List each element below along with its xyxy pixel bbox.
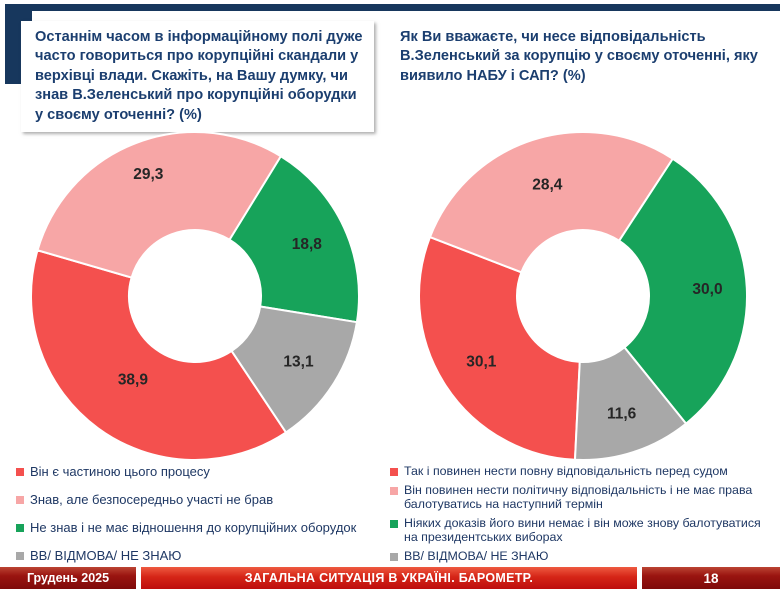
slice-value-label: 18,8 (292, 236, 323, 253)
footer-title: ЗАГАЛЬНА СИТУАЦІЯ В УКРАЇНІ. БАРОМЕТР. (141, 567, 637, 589)
legend-label: Ніяких доказів його вини немає і він мож… (404, 515, 761, 545)
slice-value-label: 11,6 (607, 406, 637, 423)
left-question-title: Останнім часом в інформаційному полі дуж… (35, 29, 363, 123)
legend-label: ВВ/ ВІДМОВА/ НЕ ЗНАЮ (404, 548, 549, 563)
footer-bar: Грудень 2025 ЗАГАЛЬНА СИТУАЦІЯ В УКРАЇНІ… (0, 567, 780, 589)
legend-item: ВВ/ ВІДМОВА/ НЕ ЗНАЮ (16, 548, 376, 564)
legend-swatch-icon (390, 552, 398, 561)
legend-item: Він є частиною цього процесу (16, 464, 376, 480)
legend-swatch-icon (390, 468, 398, 476)
donut-slice (618, 157, 748, 425)
legend-label: ВВ/ ВІДМОВА/ НЕ ЗНАЮ (30, 548, 182, 563)
legend-swatch-icon (16, 552, 24, 560)
right-question-title: Як Ви вважаєте, чи несе відповідальність… (400, 29, 758, 84)
footer-divider (136, 567, 141, 589)
legend-swatch-icon (16, 496, 24, 504)
donut-slice (230, 305, 358, 434)
legend-item: Так і повинен нести повну відповідальніс… (390, 464, 766, 479)
donut-slice (30, 249, 287, 461)
legend-label: Знав, але безпосередньо участі не брав (30, 492, 274, 507)
legend-swatch-icon (16, 524, 24, 532)
footer-divider (637, 567, 642, 589)
footer-page-number: 18 (642, 567, 780, 589)
legend-label: Він є частиною цього процесу (30, 464, 210, 479)
slice-value-label: 30,0 (692, 281, 722, 298)
legend-swatch-icon (390, 519, 398, 528)
legend-item: ВВ/ ВІДМОВА/ НЕ ЗНАЮ (390, 549, 766, 564)
slice-value-label: 13,1 (283, 354, 314, 371)
legend-label: Не знав і не має відношення до корупційн… (30, 520, 357, 535)
legend-item: Він повинен нести політичну відповідальн… (390, 483, 766, 512)
top-navy-strip (5, 4, 780, 11)
donut-slice (428, 130, 674, 274)
donut-chart-right: 30,1 28,4 30,0 11,6 (413, 126, 753, 466)
slice-value-label: 29,3 (133, 166, 164, 183)
footer-date: Грудень 2025 (0, 567, 136, 589)
slice-value-label: 38,9 (118, 372, 149, 389)
donut-slice (228, 155, 360, 324)
slice-value-label: 28,4 (532, 176, 563, 193)
left-question-card: Останнім часом в інформаційному полі дуж… (21, 21, 374, 133)
legend-item: Ніяких доказів його вини немає і він мож… (390, 516, 766, 545)
legend-swatch-icon (16, 468, 24, 476)
legend-right: Так і повинен нести повну відповідальніс… (390, 464, 766, 568)
legend-item: Не знав і не має відношення до корупційн… (16, 520, 376, 536)
slice-value-label: 30,1 (466, 353, 497, 370)
donut-slice (418, 236, 581, 461)
legend-label: Він повинен нести політичну відповідальн… (404, 482, 753, 512)
legend-item: Знав, але безпосередньо участі не брав (16, 492, 376, 508)
legend-left: Він є частиною цього процесу Знав, але бе… (16, 464, 376, 576)
donut-slice (573, 346, 688, 461)
legend-label: Так і повинен нести повну відповідальніс… (404, 464, 728, 478)
donut-chart-left: 38,9 29,3 18,8 13,1 (25, 126, 365, 466)
donut-slice (36, 131, 282, 279)
legend-swatch-icon (390, 486, 398, 495)
